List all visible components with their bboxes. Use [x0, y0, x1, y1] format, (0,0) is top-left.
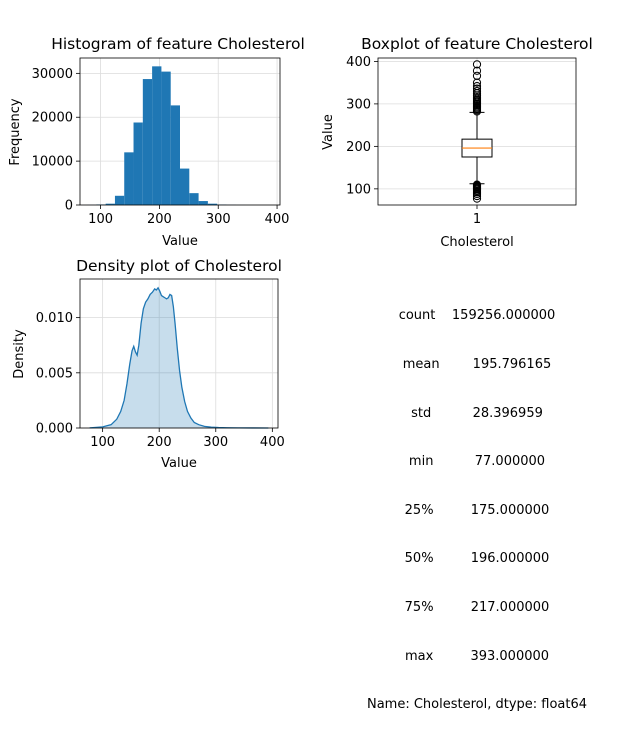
histogram-ylabel: Frequency: [8, 98, 23, 165]
histogram-bar: [134, 123, 143, 205]
density-ytick-label: 0.010: [36, 311, 73, 326]
boxplot-ytick-label: 400: [346, 55, 371, 70]
stats-mean-line: mean 195.796165: [320, 357, 634, 373]
histogram-bar: [171, 105, 180, 205]
histogram-bar: [124, 152, 133, 205]
histogram-bar: [143, 79, 152, 205]
histogram-xtick-label: 300: [206, 212, 231, 227]
boxplot-ytick-label: 300: [346, 97, 371, 112]
boxplot-xlabel: Cholesterol: [440, 235, 513, 250]
histogram-title: Histogram of feature Cholesterol: [51, 35, 305, 53]
histogram-xlabel: Value: [162, 234, 198, 249]
stats-count-line: count 159256.000000: [320, 308, 634, 324]
stats-q3-line: 75% 217.000000: [320, 600, 634, 616]
density-xtick-label: 300: [203, 435, 228, 450]
density-ytick-label: 0.000: [36, 422, 73, 437]
stats-name-dtype-line: Name: Cholesterol, dtype: float64: [320, 697, 634, 713]
histogram-bar: [199, 201, 208, 205]
histogram-ytick-label: 0: [65, 199, 73, 214]
stats-std-line: std 28.396959: [320, 406, 634, 422]
density-ylabel: Density: [12, 329, 27, 379]
stats-q1-line: 25% 175.000000: [320, 503, 634, 519]
histogram-bar: [180, 169, 189, 205]
stats-max-line: max 393.000000: [320, 649, 634, 665]
density-xtick-label: 200: [147, 435, 172, 450]
density-title: Density plot of Cholesterol: [76, 257, 282, 275]
histogram-xtick-label: 400: [265, 212, 290, 227]
boxplot-title: Boxplot of feature Cholesterol: [361, 35, 593, 53]
density-xtick-label: 100: [90, 435, 115, 450]
boxplot-ylabel: Value: [321, 114, 336, 150]
stats-median-line: 50% 196.000000: [320, 551, 634, 567]
histogram-ytick-label: 30000: [32, 67, 73, 82]
boxplot-ytick-label: 200: [346, 140, 371, 155]
histogram-xtick-label: 200: [147, 212, 172, 227]
histogram-bar: [115, 196, 124, 205]
histogram-bar: [152, 66, 161, 205]
stats-min-line: min 77.000000: [320, 454, 634, 470]
histogram-bar: [161, 72, 170, 205]
histogram-ytick-label: 20000: [32, 111, 73, 126]
boxplot-ytick-label: 100: [346, 182, 371, 197]
histogram-xtick-label: 100: [88, 212, 113, 227]
histogram-ytick-label: 10000: [32, 155, 73, 170]
density-xtick-label: 400: [260, 435, 285, 450]
density-ytick-label: 0.005: [36, 366, 73, 381]
density-xlabel: Value: [161, 456, 197, 471]
describe-stats-text: count 159256.000000 mean 195.796165 std …: [320, 276, 634, 730]
boxplot-xtick-label: 1: [473, 212, 481, 227]
histogram-bar: [189, 193, 198, 205]
